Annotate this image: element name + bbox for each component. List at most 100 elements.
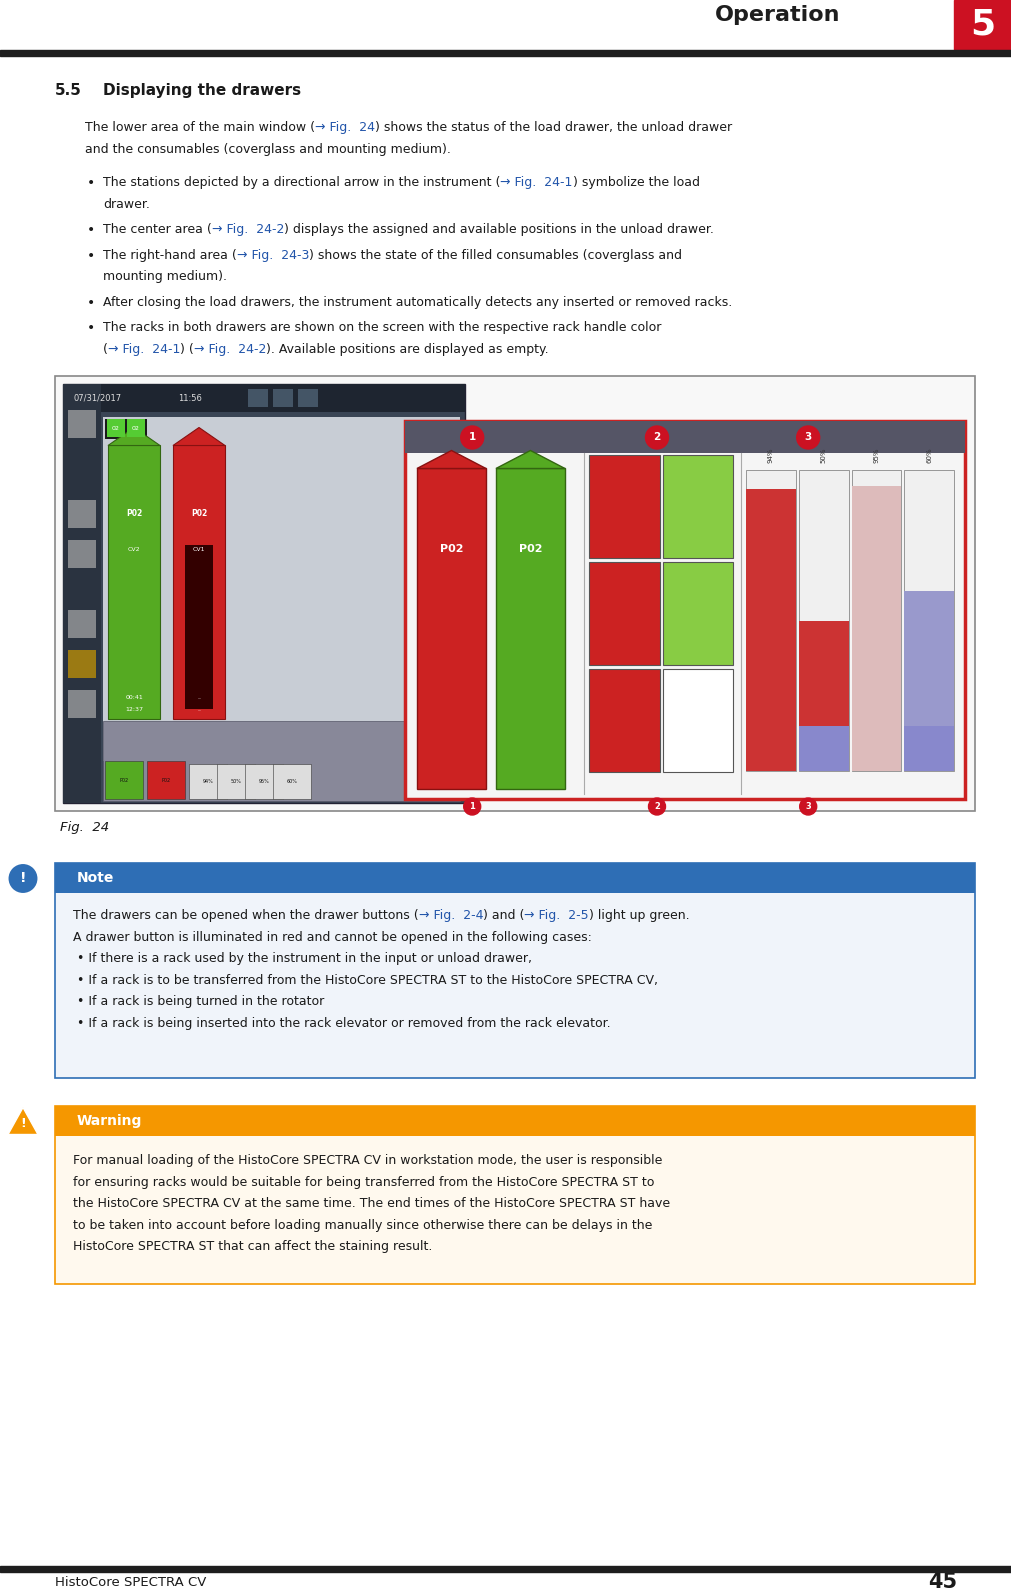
Text: → Fig.  2-4: → Fig. 2-4 <box>419 909 482 922</box>
Text: • If there is a rack used by the instrument in the input or unload drawer,: • If there is a rack used by the instrum… <box>77 952 532 965</box>
Bar <box>68 410 96 439</box>
Text: 50%: 50% <box>231 780 242 785</box>
Bar <box>107 419 125 437</box>
Bar <box>189 764 226 799</box>
Text: ). Available positions are displayed as empty.: ). Available positions are displayed as … <box>266 343 548 356</box>
Text: ..: .. <box>197 695 201 700</box>
Text: !: ! <box>20 1116 26 1129</box>
Text: P02: P02 <box>162 778 171 783</box>
Text: The stations depicted by a directional arrow in the instrument (: The stations depicted by a directional a… <box>103 177 499 190</box>
Bar <box>588 456 659 558</box>
Text: •: • <box>87 223 95 238</box>
Text: 02: 02 <box>112 426 120 431</box>
Text: !: ! <box>20 871 26 885</box>
Bar <box>662 670 732 772</box>
Text: → Fig.  24-3: → Fig. 24-3 <box>237 249 308 262</box>
Text: ) shows the state of the filled consumables (coverglass and: ) shows the state of the filled consumab… <box>308 249 681 262</box>
Text: 2: 2 <box>653 802 659 810</box>
Bar <box>55 863 974 893</box>
Text: ) (: ) ( <box>180 343 194 356</box>
Polygon shape <box>173 427 224 445</box>
Polygon shape <box>8 1107 38 1134</box>
Bar <box>850 485 901 772</box>
Text: Operation: Operation <box>714 5 839 26</box>
Text: → Fig.  24-2: → Fig. 24-2 <box>194 343 266 356</box>
Bar <box>126 419 145 437</box>
Bar <box>798 726 847 772</box>
Polygon shape <box>495 450 564 469</box>
Text: P02: P02 <box>191 509 207 518</box>
Circle shape <box>645 426 668 450</box>
Text: •: • <box>87 322 95 335</box>
Bar <box>904 726 953 772</box>
Bar <box>68 691 96 718</box>
Text: 12:37: 12:37 <box>125 707 143 711</box>
Circle shape <box>460 426 483 450</box>
Circle shape <box>799 798 816 815</box>
Text: CV1: CV1 <box>192 547 205 552</box>
Bar <box>588 563 659 665</box>
Text: → Fig.  24-1: → Fig. 24-1 <box>108 343 180 356</box>
Bar <box>68 611 96 638</box>
Text: 2: 2 <box>653 432 660 442</box>
Bar <box>745 488 795 772</box>
Text: → Fig.  24-1: → Fig. 24-1 <box>499 177 572 190</box>
Text: 11:56: 11:56 <box>178 394 201 404</box>
Text: 60%: 60% <box>286 780 297 785</box>
Bar <box>68 651 96 678</box>
Circle shape <box>463 798 480 815</box>
Bar <box>417 469 485 790</box>
Text: CV2: CV2 <box>127 547 141 552</box>
Bar <box>245 764 283 799</box>
Text: HistoCore SPECTRA CV: HistoCore SPECTRA CV <box>55 1576 206 1589</box>
Text: The racks in both drawers are shown on the screen with the respective rack handl: The racks in both drawers are shown on t… <box>103 322 661 335</box>
Circle shape <box>7 863 38 895</box>
Text: 1: 1 <box>469 802 475 810</box>
Bar <box>850 471 901 772</box>
Text: 94%: 94% <box>202 780 213 785</box>
Text: •: • <box>87 249 95 263</box>
Bar <box>745 471 795 772</box>
Bar <box>662 563 732 665</box>
Text: Displaying the drawers: Displaying the drawers <box>103 83 301 99</box>
Text: ) symbolize the load: ) symbolize the load <box>572 177 699 190</box>
Text: •: • <box>87 177 95 190</box>
Bar <box>0 49 1011 56</box>
Bar <box>248 389 268 407</box>
Text: for ensuring racks would be suitable for being transferred from the HistoCore SP: for ensuring racks would be suitable for… <box>73 1176 654 1188</box>
Text: and the consumables (coverglass and mounting medium).: and the consumables (coverglass and moun… <box>85 144 451 156</box>
Text: (: ( <box>103 343 108 356</box>
Bar <box>798 620 847 772</box>
Text: P02: P02 <box>440 544 463 553</box>
Bar <box>55 376 974 812</box>
Bar <box>904 471 953 772</box>
Bar <box>185 545 212 710</box>
Circle shape <box>796 426 819 450</box>
Bar <box>63 384 464 413</box>
Bar <box>103 721 460 802</box>
Text: → Fig.  24-2: → Fig. 24-2 <box>211 223 284 236</box>
Bar <box>105 419 147 440</box>
Bar <box>404 421 964 453</box>
Bar <box>404 421 964 799</box>
Text: → Fig.  2-5: → Fig. 2-5 <box>524 909 588 922</box>
Text: ..: .. <box>197 707 201 711</box>
Text: • If a rack is to be transferred from the HistoCore SPECTRA ST to the HistoCore : • If a rack is to be transferred from th… <box>77 975 657 987</box>
Bar <box>147 761 185 799</box>
Text: 5.5: 5.5 <box>55 83 82 99</box>
Text: 95%: 95% <box>872 448 879 464</box>
Text: 45: 45 <box>927 1573 956 1592</box>
Bar <box>55 1107 974 1137</box>
Text: • If a rack is being turned in the rotator: • If a rack is being turned in the rotat… <box>77 995 324 1008</box>
Text: The right-hand area (: The right-hand area ( <box>103 249 237 262</box>
Bar <box>108 445 160 719</box>
Text: drawer.: drawer. <box>103 198 150 211</box>
Text: 60%: 60% <box>925 448 931 464</box>
Bar <box>0 1566 1011 1571</box>
Bar <box>55 863 974 1078</box>
Bar <box>273 764 310 799</box>
Text: 07/31/2017: 07/31/2017 <box>73 394 121 404</box>
Text: the HistoCore SPECTRA CV at the same time. The end times of the HistoCore SPECTR: the HistoCore SPECTRA CV at the same tim… <box>73 1198 669 1211</box>
Text: Note: Note <box>77 871 114 885</box>
Bar <box>173 445 224 719</box>
